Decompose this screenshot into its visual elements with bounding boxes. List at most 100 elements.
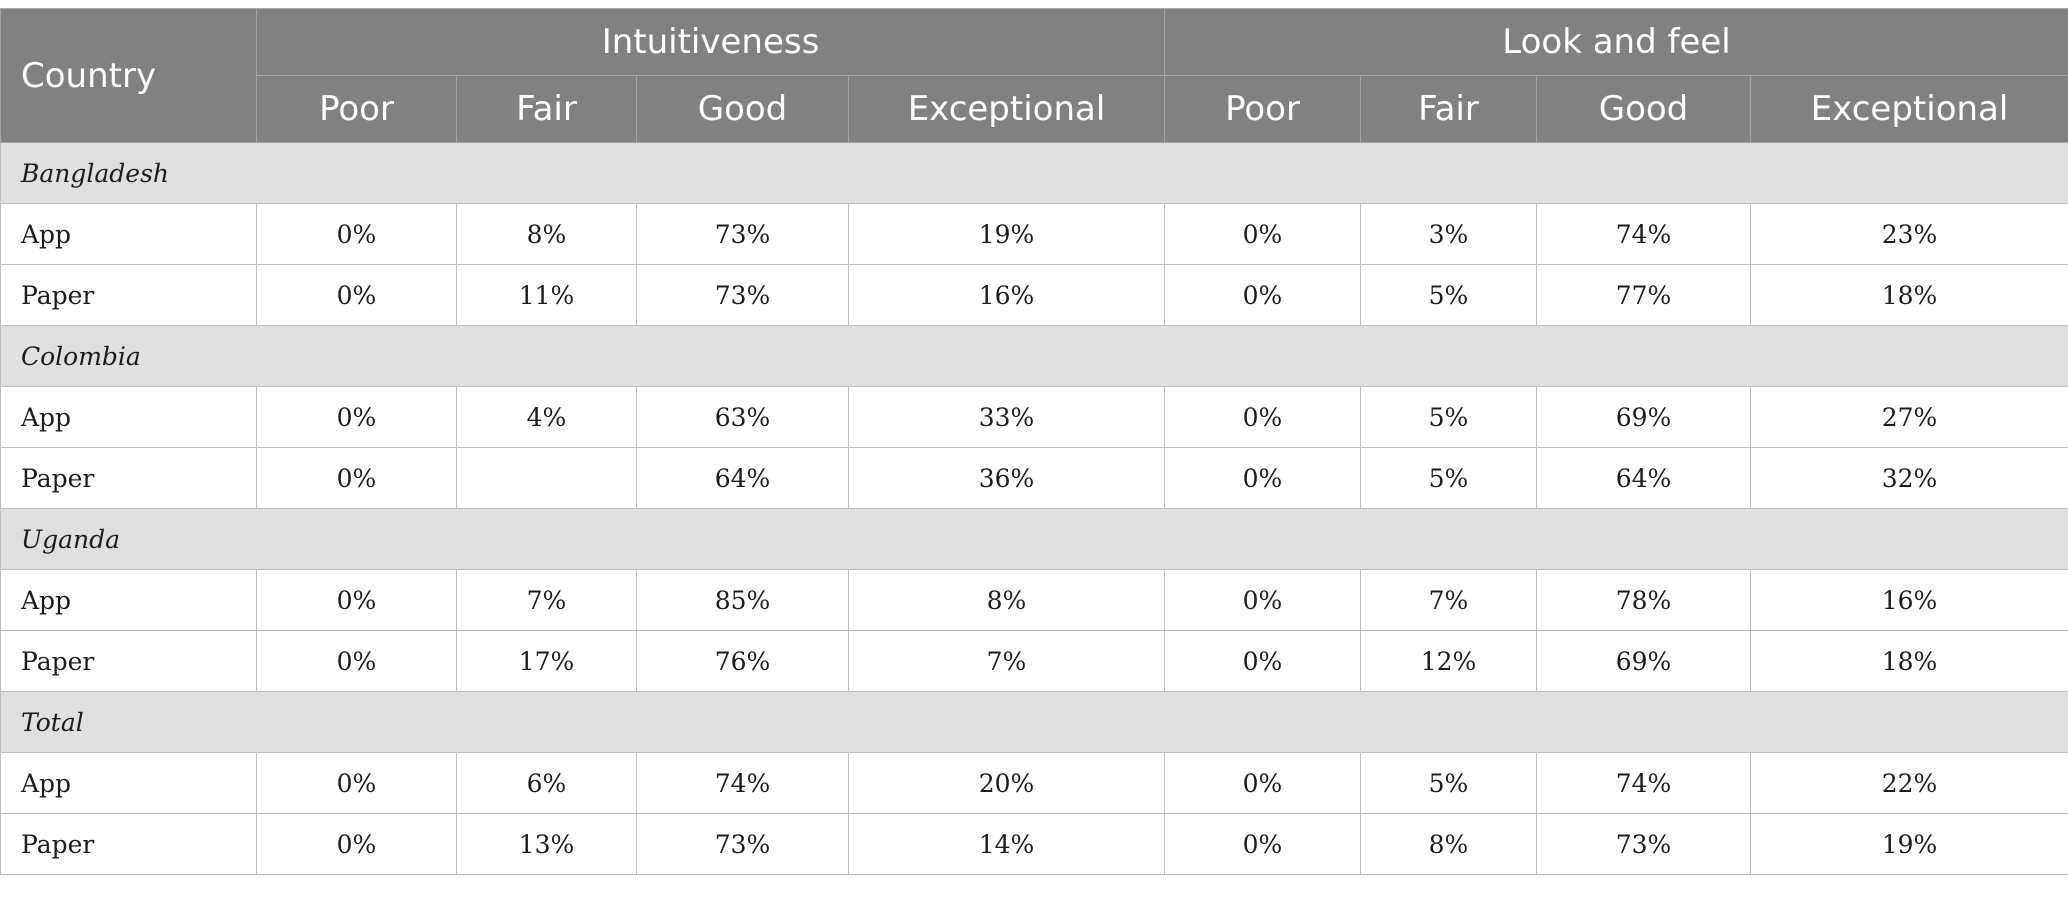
table-row: App 0% 7% 85% 8% 0% 7% 78% 16% [0, 569, 2068, 631]
percentage-cell: 73% [636, 264, 849, 326]
percentage-cell: 0% [256, 447, 457, 509]
percentage-cell: 7% [456, 569, 637, 631]
percentage-cell: 63% [636, 386, 849, 448]
percentage-cell: 4% [456, 386, 637, 448]
table-row: Paper 0% 13% 73% 14% 0% 8% 73% 19% [0, 813, 2068, 875]
country-column-header: Country [0, 8, 257, 143]
percentage-cell: 12% [1360, 630, 1537, 692]
row-label: Paper [0, 264, 257, 326]
table-row: Paper 0% 11% 73% 16% 0% 5% 77% 18% [0, 264, 2068, 326]
row-label: Paper [0, 630, 257, 692]
row-label: App [0, 752, 257, 814]
percentage-cell: 6% [456, 752, 637, 814]
percentage-cell: 18% [1749, 630, 2068, 692]
table-row: App 0% 6% 74% 20% 0% 5% 74% 22% [0, 752, 2068, 814]
row-label: Paper [0, 813, 257, 875]
row-label: App [0, 203, 257, 265]
group-header-look-and-feel: Look and feel [1163, 8, 2068, 76]
percentage-cell: 5% [1360, 264, 1537, 326]
percentage-cell: 69% [1536, 630, 1751, 692]
percentage-cell: 5% [1360, 752, 1537, 814]
country-group-row: Uganda [0, 508, 2068, 570]
percentage-cell: 19% [1749, 813, 2068, 875]
percentage-cell: 17% [456, 630, 637, 692]
percentage-cell: 74% [636, 752, 849, 814]
percentage-cell: 73% [1536, 813, 1751, 875]
percentage-cell: 64% [1536, 447, 1751, 509]
percentage-cell: 0% [1164, 386, 1361, 448]
percentage-cell: 8% [456, 203, 637, 265]
percentage-cell: 20% [848, 752, 1165, 814]
row-label: Paper [0, 447, 257, 509]
percentage-cell: 85% [636, 569, 849, 631]
percentage-cell: 78% [1536, 569, 1751, 631]
percentage-cell: 32% [1749, 447, 2068, 509]
percentage-cell: 0% [1164, 203, 1361, 265]
level-header-fair: Fair [456, 75, 637, 143]
country-name: Colombia [0, 325, 2068, 387]
percentage-cell: 74% [1536, 752, 1751, 814]
percentage-cell: 73% [636, 813, 849, 875]
country-group-row: Total [0, 691, 2068, 753]
percentage-cell: 64% [636, 447, 849, 509]
percentage-cell: 0% [1164, 630, 1361, 692]
percentage-cell: 0% [1164, 264, 1361, 326]
percentage-cell: 0% [256, 813, 457, 875]
percentage-cell: 0% [1164, 569, 1361, 631]
percentage-cell: 77% [1536, 264, 1751, 326]
percentage-cell: 18% [1749, 264, 2068, 326]
percentage-cell: 76% [636, 630, 849, 692]
percentage-cell: 11% [456, 264, 637, 326]
percentage-cell: 3% [1360, 203, 1537, 265]
percentage-cell: 36% [848, 447, 1165, 509]
level-header-poor: Poor [256, 75, 457, 143]
percentage-cell: 7% [848, 630, 1165, 692]
table-header: Country Intuitiveness Look and feel Poor… [0, 8, 2068, 143]
percentage-cell: 13% [456, 813, 637, 875]
level-header-good: Good [636, 75, 849, 143]
percentage-cell: 0% [256, 752, 457, 814]
percentage-cell: 23% [1749, 203, 2068, 265]
level-header-good: Good [1536, 75, 1751, 143]
percentage-cell: 19% [848, 203, 1165, 265]
percentage-cell: 0% [256, 264, 457, 326]
percentage-cell: 0% [256, 203, 457, 265]
results-table-container: Country Intuitiveness Look and feel Poor… [0, 8, 2068, 875]
country-name: Uganda [0, 508, 2068, 570]
percentage-cell: 16% [848, 264, 1165, 326]
table-row: App 0% 4% 63% 33% 0% 5% 69% 27% [0, 386, 2068, 448]
country-name: Bangladesh [0, 142, 2068, 204]
country-name: Total [0, 691, 2068, 753]
percentage-cell: 14% [848, 813, 1165, 875]
percentage-cell: 0% [1164, 813, 1361, 875]
row-label: App [0, 386, 257, 448]
percentage-cell: 0% [256, 630, 457, 692]
percentage-cell: 16% [1749, 569, 2068, 631]
percentage-cell: 22% [1749, 752, 2068, 814]
percentage-cell: 0% [1164, 752, 1361, 814]
percentage-cell: 8% [848, 569, 1165, 631]
table-body: Bangladesh App 0% 8% 73% 19% 0% 3% 74% 23% Paper 0%… [0, 142, 2068, 875]
percentage-cell: 0% [1164, 447, 1361, 509]
table-row: Paper 0% 64% 36% 0% 5% 64% 32% [0, 447, 2068, 509]
percentage-cell: 5% [1360, 447, 1537, 509]
country-group-row: Bangladesh [0, 142, 2068, 204]
group-header-intuitiveness: Intuitiveness [256, 8, 1165, 76]
country-group-row: Colombia [0, 325, 2068, 387]
level-header-fair: Fair [1360, 75, 1537, 143]
percentage-cell [456, 447, 637, 509]
results-table: Country Intuitiveness Look and feel Poor… [0, 8, 2068, 875]
percentage-cell: 7% [1360, 569, 1537, 631]
percentage-cell: 73% [636, 203, 849, 265]
row-label: App [0, 569, 257, 631]
percentage-cell: 74% [1536, 203, 1751, 265]
level-header-poor: Poor [1164, 75, 1361, 143]
percentage-cell: 5% [1360, 386, 1537, 448]
percentage-cell: 69% [1536, 386, 1751, 448]
percentage-cell: 8% [1360, 813, 1537, 875]
percentage-cell: 27% [1749, 386, 2068, 448]
table-row: App 0% 8% 73% 19% 0% 3% 74% 23% [0, 203, 2068, 265]
table-row: Paper 0% 17% 76% 7% 0% 12% 69% 18% [0, 630, 2068, 692]
percentage-cell: 33% [848, 386, 1165, 448]
level-header-exceptional: Exceptional [848, 75, 1165, 143]
